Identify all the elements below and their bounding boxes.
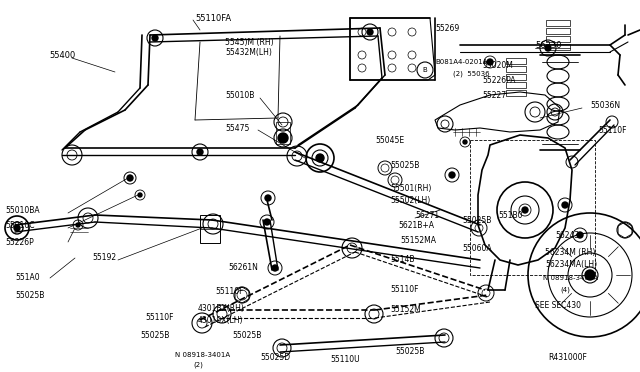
Text: 551B0: 551B0 [498,211,522,219]
Text: 5545)M (RH): 5545)M (RH) [225,38,274,46]
Bar [546,28,570,34]
Text: 55110F: 55110F [598,125,627,135]
Text: 55502(LH): 55502(LH) [390,196,430,205]
Text: 55025D: 55025D [260,353,290,362]
Bar [506,82,526,88]
Text: B: B [422,67,428,73]
Text: 55025B: 55025B [140,330,170,340]
Bar [200,215,220,243]
Bar [546,36,570,42]
Text: 55060A: 55060A [462,244,492,253]
Text: 55010B: 55010B [225,90,254,99]
Text: 56230: 56230 [535,41,561,49]
Circle shape [449,172,455,178]
Text: 5514B: 5514B [390,256,415,264]
Circle shape [127,175,133,181]
Text: 55045E: 55045E [375,135,404,144]
Bar [276,122,290,144]
Text: 55110F: 55110F [215,288,243,296]
Bar [546,44,570,50]
Circle shape [562,202,568,208]
Text: 55025B: 55025B [232,331,261,340]
Text: 55152M: 55152M [390,305,420,314]
Text: 55010BA: 55010BA [5,205,40,215]
Circle shape [577,232,583,238]
Text: 43019X(LH): 43019X(LH) [198,315,243,324]
Circle shape [487,59,493,65]
Text: 55110F: 55110F [145,314,173,323]
Text: (2)  55036: (2) 55036 [453,71,490,77]
Text: 55226PA: 55226PA [482,76,515,84]
Text: 55226P: 55226P [5,237,34,247]
Circle shape [522,207,528,213]
Text: 55110FA: 55110FA [195,13,231,22]
Text: 56261N: 56261N [228,263,258,273]
Text: (4): (4) [560,287,570,293]
Text: 55025B: 55025B [462,215,492,224]
Text: 551A0: 551A0 [15,273,40,282]
Text: R431000F: R431000F [548,353,587,362]
Text: (2): (2) [193,362,203,368]
Text: 5621B+A: 5621B+A [398,221,434,230]
Text: 55036N: 55036N [590,100,620,109]
Text: 56234M (RH): 56234M (RH) [545,247,595,257]
Circle shape [14,225,20,231]
Circle shape [367,29,373,35]
Text: 55432M(LH): 55432M(LH) [225,48,272,57]
Circle shape [585,270,595,280]
Text: 55025B: 55025B [390,160,419,170]
Text: 56234MA(LH): 56234MA(LH) [545,260,597,269]
Circle shape [197,149,203,155]
Bar [506,74,526,80]
Text: 55501(RH): 55501(RH) [390,183,431,192]
Bar [546,20,570,26]
Circle shape [545,45,551,51]
Text: N 08918-3401A: N 08918-3401A [175,352,230,358]
Circle shape [265,195,271,201]
Bar [506,66,526,72]
Bar [506,90,526,96]
Circle shape [278,133,288,143]
Text: B081A4-0201A: B081A4-0201A [435,59,488,65]
Circle shape [463,140,467,144]
Text: 55010C: 55010C [5,221,35,230]
Circle shape [152,35,158,41]
Text: 55192: 55192 [92,253,116,263]
Text: 55025B: 55025B [395,347,424,356]
Circle shape [272,265,278,271]
Text: 55020M: 55020M [482,61,513,70]
Text: 55152MA: 55152MA [400,235,436,244]
Circle shape [264,219,270,225]
Circle shape [316,154,324,162]
Text: 55110F: 55110F [390,285,419,295]
Circle shape [138,193,142,197]
Text: 55110U: 55110U [330,356,360,365]
Circle shape [76,223,80,227]
Text: 55025B: 55025B [15,291,44,299]
Text: 55475: 55475 [225,124,250,132]
Text: 55227: 55227 [482,90,506,99]
Text: 55269: 55269 [435,23,460,32]
Text: 56271: 56271 [415,211,439,219]
Text: 4301BX(RH): 4301BX(RH) [198,304,245,312]
Text: SEE SEC430: SEE SEC430 [535,301,581,310]
Text: 55400: 55400 [49,51,76,60]
Bar [470,140,595,275]
Text: N 08918-3401A: N 08918-3401A [543,275,598,281]
Bar [506,58,526,64]
Text: 56243: 56243 [555,231,579,240]
